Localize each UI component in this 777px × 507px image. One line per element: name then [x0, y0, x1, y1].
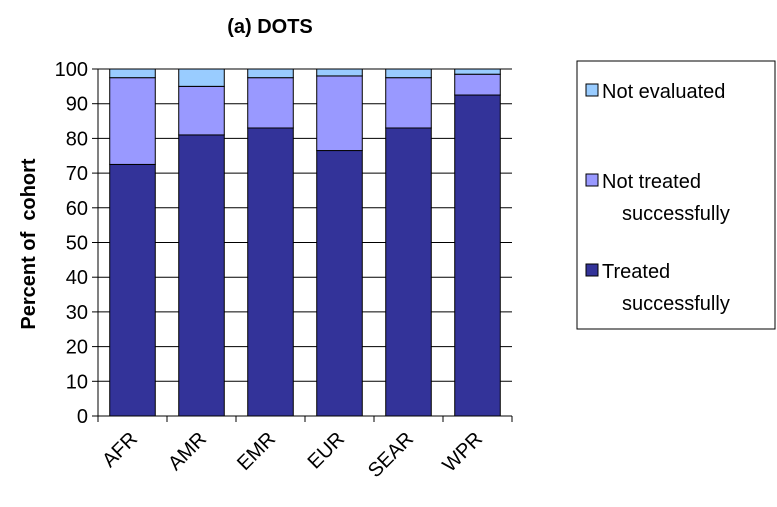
x-tick-label: WPR — [438, 428, 487, 477]
legend-swatch — [585, 263, 599, 277]
bar-segment — [247, 127, 294, 417]
axes — [92, 68, 513, 422]
legend-label: Not evaluated — [602, 81, 725, 103]
x-tick-labels: AFR AMR EMR EUR SEAR WPR — [98, 428, 487, 482]
y-tick-label: 90 — [66, 94, 88, 116]
y-tick-label: 30 — [66, 302, 88, 324]
y-tick-label: 0 — [77, 406, 88, 428]
x-tick-label: AMR — [164, 428, 211, 475]
legend-label: successfully — [622, 293, 730, 315]
legend-label: Not treated — [602, 171, 701, 193]
y-tick-label: 80 — [66, 128, 88, 150]
bar-segment — [454, 73, 501, 96]
bar-segment — [385, 127, 432, 417]
x-tick-label: SEAR — [364, 428, 418, 482]
y-axis-label: Percent of cohort — [18, 158, 40, 329]
bar-segment — [385, 68, 432, 79]
y-tick-labels: 0 10 20 30 40 50 60 70 80 90 100 — [55, 59, 88, 428]
bar-segment — [316, 68, 363, 77]
bar-segment — [385, 77, 432, 129]
y-tick-label: 70 — [66, 163, 88, 185]
bar-segment — [178, 134, 225, 417]
bar-segment — [247, 68, 294, 79]
x-tick-label: EMR — [233, 428, 280, 475]
y-tick-label: 40 — [66, 267, 88, 289]
y-tick-label: 50 — [66, 233, 88, 255]
bars — [109, 68, 501, 417]
bar-segment — [316, 75, 363, 152]
legend-swatch — [585, 173, 599, 187]
y-tick-label: 100 — [55, 59, 88, 81]
y-tick-label: 60 — [66, 198, 88, 220]
bar-segment — [109, 163, 156, 417]
legend-box — [576, 60, 776, 330]
bar-segment — [178, 68, 225, 87]
bar-segment — [178, 85, 225, 136]
legend: Not evaluated Not treated successfully Trea… — [576, 60, 776, 330]
bar-segment — [454, 94, 501, 417]
bar-segment — [454, 68, 501, 75]
legend-label: Treated — [602, 261, 670, 283]
bar-segment — [247, 77, 294, 129]
y-tick-label: 20 — [66, 337, 88, 359]
gridlines — [98, 68, 512, 382]
y-tick-label: 10 — [66, 371, 88, 393]
bar-segment — [109, 77, 156, 165]
x-tick-label: EUR — [304, 428, 349, 473]
legend-label: successfully — [622, 203, 730, 225]
bar-segment — [316, 150, 363, 417]
chart-title: (a) DOTS — [227, 16, 313, 38]
bar-segment — [109, 68, 156, 79]
x-tick-label: AFR — [98, 428, 142, 472]
legend-swatch — [585, 83, 599, 97]
